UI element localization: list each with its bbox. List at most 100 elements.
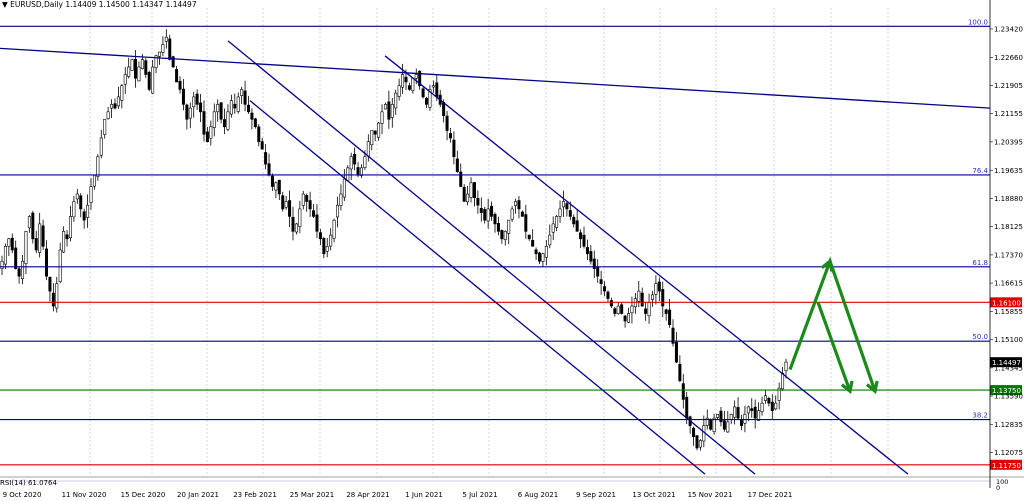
candle bbox=[555, 214, 559, 232]
candle bbox=[654, 275, 658, 305]
price-tick-label: 1.17370 bbox=[994, 251, 1023, 259]
candle bbox=[466, 185, 470, 206]
candle bbox=[431, 80, 435, 93]
candle bbox=[496, 216, 500, 236]
candle bbox=[627, 307, 631, 324]
candle bbox=[767, 396, 771, 407]
price-tick-label: 1.21155 bbox=[994, 110, 1023, 118]
candle bbox=[127, 57, 131, 79]
price-tick-label: 1.18125 bbox=[994, 223, 1023, 231]
current-price-box bbox=[990, 357, 1022, 368]
trendline-resistance bbox=[0, 47, 991, 109]
candle bbox=[58, 242, 62, 284]
candle bbox=[27, 215, 31, 233]
candle bbox=[716, 414, 720, 420]
candlesticks bbox=[0, 29, 788, 451]
rsi-scale-top: 100 bbox=[996, 478, 1008, 486]
candle bbox=[86, 194, 90, 228]
candle bbox=[377, 122, 381, 141]
candle bbox=[763, 389, 767, 404]
candle bbox=[325, 237, 329, 258]
candle bbox=[640, 287, 644, 307]
candle bbox=[257, 124, 261, 147]
price-tick-label: 1.19635 bbox=[994, 167, 1023, 175]
candle bbox=[774, 395, 778, 411]
candle bbox=[243, 80, 247, 112]
symbol-label: EURUSD,Daily bbox=[10, 0, 63, 9]
candle bbox=[664, 308, 668, 321]
candle bbox=[212, 103, 216, 137]
candle bbox=[746, 405, 750, 422]
time-tick-label: 5 Jul 2021 bbox=[462, 491, 497, 499]
time-tick-label: 11 Nov 2020 bbox=[62, 491, 107, 499]
candle bbox=[572, 214, 576, 228]
candle bbox=[62, 226, 66, 254]
candle bbox=[692, 426, 696, 446]
candle bbox=[698, 439, 702, 451]
candle bbox=[298, 200, 302, 234]
candle bbox=[750, 398, 754, 418]
candle bbox=[151, 60, 155, 95]
time-tick-label: 15 Nov 2021 bbox=[688, 491, 733, 499]
candle bbox=[209, 120, 213, 146]
candle bbox=[233, 93, 237, 114]
candle bbox=[318, 228, 322, 246]
price-tick-label: 1.12835 bbox=[994, 421, 1023, 429]
candle bbox=[82, 208, 86, 229]
level-price-text: 1.13750 bbox=[992, 387, 1021, 395]
time-tick-label: 20 Jan 2021 bbox=[177, 491, 219, 499]
fib-label: 61.8 bbox=[972, 259, 988, 267]
candle bbox=[199, 94, 203, 123]
candle bbox=[452, 131, 456, 165]
fib-label: 38.2 bbox=[972, 412, 988, 420]
candle bbox=[462, 184, 466, 202]
candle bbox=[558, 200, 562, 223]
candle bbox=[503, 230, 507, 246]
fib-label: 76.4 bbox=[972, 167, 988, 175]
candle bbox=[113, 98, 117, 110]
candle bbox=[394, 89, 398, 115]
candle bbox=[561, 190, 565, 217]
candle bbox=[236, 92, 240, 114]
price-tick-label: 1.23420 bbox=[994, 25, 1023, 33]
candle bbox=[623, 314, 627, 328]
arrow-secondary-head bbox=[840, 380, 854, 395]
price-tick-label: 1.21905 bbox=[994, 82, 1023, 90]
candle bbox=[110, 99, 114, 118]
candle bbox=[103, 119, 107, 139]
candle bbox=[479, 197, 483, 222]
candle bbox=[253, 117, 257, 129]
trendline-channel-mid bbox=[227, 40, 756, 475]
candle bbox=[305, 193, 309, 212]
candle bbox=[89, 178, 93, 210]
candle bbox=[541, 252, 545, 267]
candle bbox=[585, 239, 589, 261]
candle bbox=[274, 181, 278, 199]
candle bbox=[0, 255, 4, 275]
price-tick-label: 1.14345 bbox=[994, 364, 1023, 372]
rsi-scale-bottom: 0 bbox=[996, 484, 1000, 492]
candle bbox=[469, 177, 473, 203]
trendline-channel-lower bbox=[249, 100, 706, 475]
candle bbox=[757, 402, 761, 421]
dropdown-triangle-icon[interactable]: ▼ bbox=[2, 0, 8, 9]
candle bbox=[75, 188, 79, 204]
level-price-box bbox=[990, 297, 1022, 308]
candle bbox=[123, 67, 127, 94]
candle bbox=[472, 182, 476, 207]
time-tick-label: 15 Dec 2020 bbox=[121, 491, 166, 499]
candle bbox=[17, 266, 21, 284]
candle bbox=[34, 230, 38, 254]
candle bbox=[397, 78, 401, 101]
candle bbox=[712, 413, 716, 435]
candle bbox=[14, 240, 18, 270]
candle bbox=[294, 222, 298, 235]
time-tick-label: 23 Feb 2021 bbox=[233, 491, 277, 499]
projection-arrows bbox=[788, 256, 879, 395]
candle bbox=[606, 290, 610, 303]
candle bbox=[650, 290, 654, 307]
candle bbox=[332, 218, 336, 243]
candle bbox=[548, 224, 552, 249]
candle bbox=[630, 296, 634, 324]
candle bbox=[517, 196, 521, 219]
